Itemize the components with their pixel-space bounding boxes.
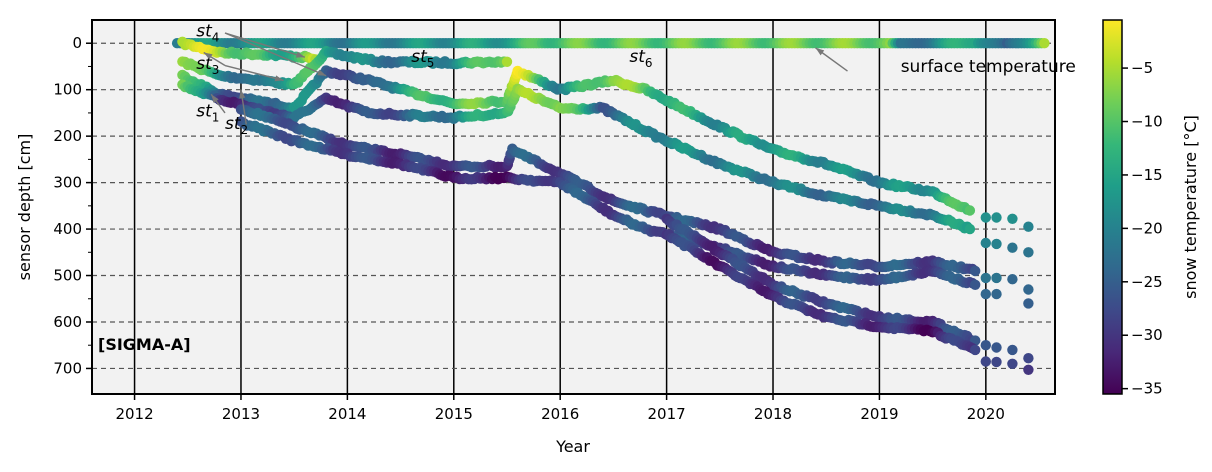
data-point xyxy=(991,212,1002,223)
data-point xyxy=(980,288,991,300)
colorbar-tick-label: −5 xyxy=(1131,59,1153,77)
data-point xyxy=(1023,364,1034,375)
colorbar-tick-label: −10 xyxy=(1131,113,1163,131)
colorbar-tick-label: −35 xyxy=(1131,380,1163,398)
y-tick-label: 300 xyxy=(53,174,82,192)
annotation-arrowhead xyxy=(317,69,327,76)
data-point xyxy=(1007,358,1018,369)
data-point xyxy=(980,340,991,351)
x-tick-label: 2014 xyxy=(328,405,366,423)
data-point xyxy=(1023,298,1034,309)
x-tick-label: 2016 xyxy=(541,405,579,423)
y-tick-label: 100 xyxy=(53,81,82,99)
panel-label: [SIGMA-A] xyxy=(98,335,191,354)
data-point xyxy=(1007,242,1018,253)
x-tick-label: 2015 xyxy=(435,405,473,423)
data-point xyxy=(1023,247,1034,258)
data-point xyxy=(970,279,981,290)
annotation-arrowhead xyxy=(203,52,213,60)
data-point xyxy=(501,56,513,67)
data-point xyxy=(1007,344,1018,356)
annotation-label: st6 xyxy=(629,47,652,70)
annotation-arrow xyxy=(224,64,284,82)
x-tick-label: 2019 xyxy=(860,405,898,423)
data-point xyxy=(991,272,1002,284)
data-point xyxy=(1039,38,1050,49)
colorbar xyxy=(1102,19,1123,395)
data-point xyxy=(991,342,1002,353)
y-axis-ticks: 0 100 200 300 400 500 600 700 xyxy=(53,34,92,377)
annotation-label: st1 xyxy=(196,102,219,125)
annotation-label: st4 xyxy=(196,21,219,44)
x-tick-label: 2020 xyxy=(967,405,1005,423)
y-tick-label: 600 xyxy=(53,313,82,331)
data-point xyxy=(991,356,1002,368)
data-point xyxy=(1023,353,1034,364)
annotation-arrowhead xyxy=(274,75,284,82)
data-point xyxy=(1007,213,1018,224)
data-point xyxy=(970,265,981,277)
annotation-arrow xyxy=(224,32,306,58)
data-point xyxy=(964,205,976,216)
data-point xyxy=(991,288,1002,300)
colorbar-tick-label: −30 xyxy=(1131,326,1163,344)
data-point xyxy=(980,272,991,284)
data-point xyxy=(964,223,976,235)
x-tick-label: 2012 xyxy=(115,405,153,423)
data-point xyxy=(1023,221,1034,232)
y-tick-label: 500 xyxy=(53,267,82,285)
y-tick-label: 700 xyxy=(53,359,82,377)
colorbar-tick-label: −15 xyxy=(1131,166,1163,184)
data-point xyxy=(980,237,991,249)
annotation-label: st5 xyxy=(411,47,434,70)
annotation-arrowhead xyxy=(211,94,219,103)
x-tick-label: 2018 xyxy=(754,405,792,423)
annotation-arrowhead xyxy=(815,47,825,56)
data-point xyxy=(991,238,1002,250)
annotation-arrow xyxy=(224,32,327,77)
x-tick-label: 2017 xyxy=(648,405,686,423)
data-point xyxy=(1023,284,1034,295)
data-point xyxy=(1007,274,1018,285)
plot-frame xyxy=(91,19,1056,395)
x-axis-ticks: 2012 2013 2014 2015 2016 2017 2018 2019 2020 xyxy=(115,394,1005,423)
y-tick-label: 0 xyxy=(72,34,82,52)
annotation-label: st2 xyxy=(225,114,248,137)
colorbar-tick-label: −25 xyxy=(1131,273,1163,291)
y-tick-label: 400 xyxy=(53,220,82,238)
data-point xyxy=(980,356,991,367)
x-axis-label: Year xyxy=(555,437,590,456)
annotation-arrowhead xyxy=(239,89,246,99)
colorbar-ticks: −5 −10 −15 −20 −25 −30 −35 xyxy=(1122,59,1163,398)
y-axis-label: sensor depth [cm] xyxy=(15,134,34,281)
y-tick-label: 200 xyxy=(53,127,82,145)
colorbar-tick-label: −20 xyxy=(1131,219,1163,237)
colorbar-label: snow temperature [°C] xyxy=(1181,115,1200,299)
data-point xyxy=(980,212,991,223)
annotation-arrowhead xyxy=(295,51,305,58)
annotation-label: surface temperature xyxy=(901,57,1076,77)
data-point xyxy=(970,344,981,356)
x-tick-label: 2013 xyxy=(222,405,260,423)
data-points xyxy=(171,36,1050,375)
